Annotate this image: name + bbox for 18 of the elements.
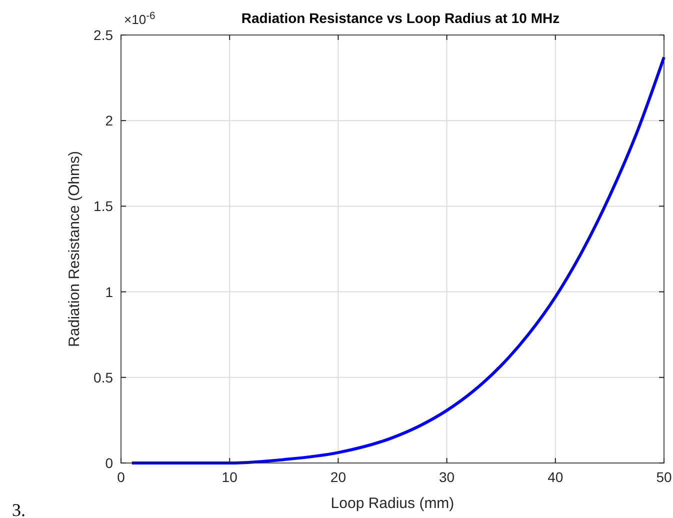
- x-tick-label: 40: [548, 469, 564, 485]
- y-tick-label: 2.5: [94, 27, 114, 43]
- y-tick-label: 1.5: [94, 198, 114, 214]
- x-tick-label: 50: [656, 469, 672, 485]
- y-tick-label: 1: [105, 284, 114, 300]
- x-axis-title: Loop Radius (mm): [330, 495, 454, 512]
- x-tick-label: 30: [439, 469, 455, 485]
- chart-title: Radiation Resistance vs Loop Radius at 10 MHz: [241, 10, 560, 26]
- x-tick-label: 10: [222, 469, 238, 485]
- line-series: [130, 56, 666, 464]
- x-tick-label: 0: [117, 469, 126, 485]
- y-tick-label: 0.5: [94, 369, 114, 386]
- x-tick-label: 20: [330, 469, 346, 485]
- y-tick-label: 0: [105, 455, 114, 471]
- y-tick-label: 2: [105, 112, 114, 129]
- y-axis-title: Radiation Resistance (Ohms): [66, 151, 83, 347]
- text: 3.: [12, 500, 26, 518]
- text: ×10$^{-6}$: [124, 10, 156, 27]
